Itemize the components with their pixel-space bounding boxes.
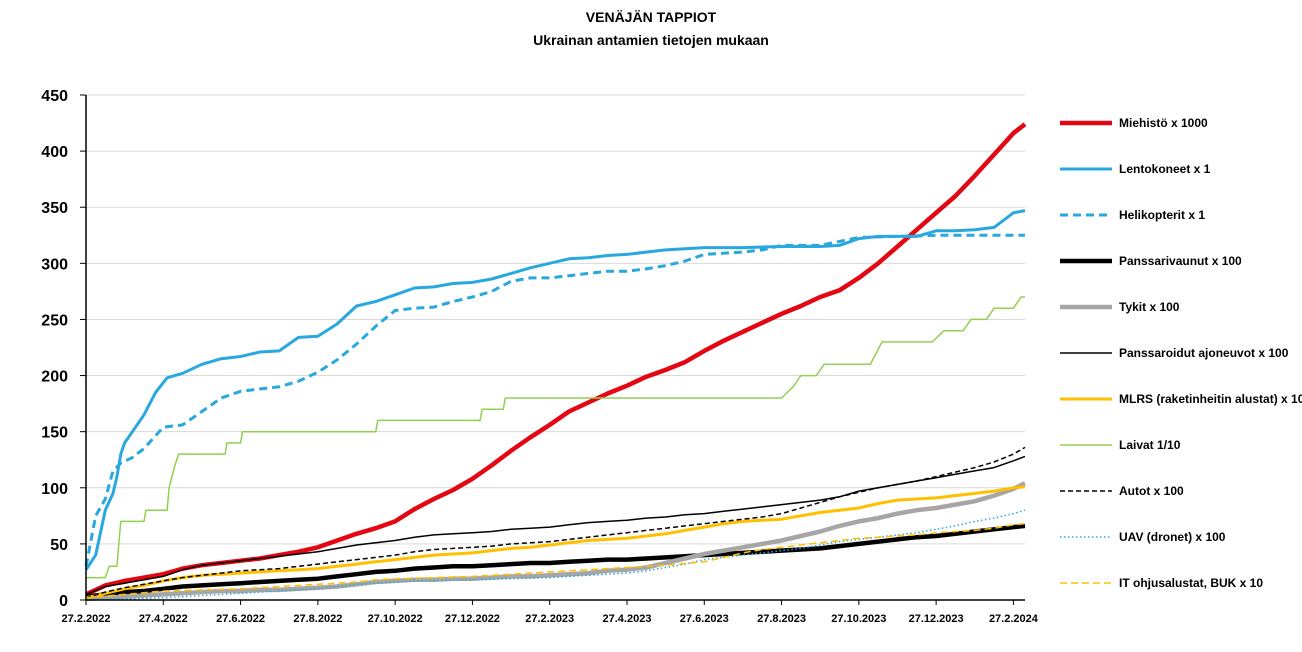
legend-label-3: Panssarivaunut x 100	[1119, 254, 1242, 268]
legend-label-6: MLRS (raketinheitin alustat) x 10	[1119, 392, 1302, 406]
legend-label-10: IT ohjusalustat, BUK x 10	[1119, 576, 1263, 590]
x-tick-label: 27.8.2023	[757, 613, 806, 625]
y-axis-ticks: 0 50 100 150 200 250 300 350 400 450	[41, 88, 86, 610]
series-line-5	[85, 455, 1026, 596]
x-tick-label: 27.2.2024	[989, 613, 1039, 625]
y-tick-label: 250	[41, 312, 68, 329]
chart-subtitle: Ukrainan antamien tietojen mukaan	[533, 32, 769, 48]
series-line-7	[86, 296, 1025, 579]
x-tick-label: 27.2.2022	[62, 613, 111, 625]
series-lines	[84, 122, 1027, 602]
series-line-2	[84, 233, 1025, 567]
x-axis-ticks: 27.2.2022 27.4.2022 27.6.2022 27.8.2022 27.1…	[62, 600, 1039, 625]
x-tick-label: 27.12.2022	[445, 613, 500, 625]
legend-label-2: Helikopterit x 1	[1119, 208, 1205, 222]
x-tick-label: 27.10.2022	[368, 613, 423, 625]
series-line-6	[85, 485, 1026, 600]
x-tick-label: 27.4.2022	[139, 613, 188, 625]
y-tick-label: 100	[41, 481, 68, 498]
x-tick-label: 27.12.2023	[909, 613, 964, 625]
x-tick-label: 27.6.2023	[680, 613, 729, 625]
legend-label-0: Miehistö x 1000	[1119, 116, 1208, 130]
x-tick-label: 27.8.2022	[293, 613, 342, 625]
y-tick-label: 400	[41, 144, 68, 161]
x-tick-label: 27.4.2023	[603, 613, 652, 625]
chart-title: VENÄJÄN TAPPIOT	[586, 9, 717, 25]
legend-label-1: Lentokoneet x 1	[1119, 162, 1211, 176]
series-line-3	[85, 523, 1026, 599]
y-tick-label: 0	[59, 593, 68, 610]
x-tick-label: 27.10.2023	[831, 613, 886, 625]
legend-label-7: Laivat 1/10	[1119, 438, 1181, 452]
y-tick-label: 200	[41, 369, 68, 386]
y-tick-label: 350	[41, 200, 68, 217]
y-tick-label: 50	[50, 537, 68, 554]
axes	[85, 95, 1025, 601]
y-tick-label: 300	[41, 256, 68, 273]
series-line-8	[85, 446, 1026, 599]
legend-label-8: Autot x 100	[1119, 484, 1184, 498]
legend: Miehistö x 1000 Lentokoneet x 1 Helikopter…	[1060, 116, 1302, 590]
x-tick-label: 27.6.2022	[216, 613, 265, 625]
y-tick-label: 150	[41, 425, 68, 442]
legend-label-4: Tykit x 100	[1119, 300, 1180, 314]
series-line-10	[85, 522, 1026, 599]
x-tick-label: 27.2.2023	[525, 613, 574, 625]
legend-label-9: UAV (dronet) x 100	[1119, 530, 1226, 544]
series-line-9	[85, 509, 1026, 601]
y-tick-label: 450	[41, 88, 68, 105]
gridlines	[86, 94, 1025, 545]
legend-label-5: Panssaroidut ajoneuvot x 100	[1119, 346, 1289, 360]
series-line-4	[85, 481, 1026, 602]
